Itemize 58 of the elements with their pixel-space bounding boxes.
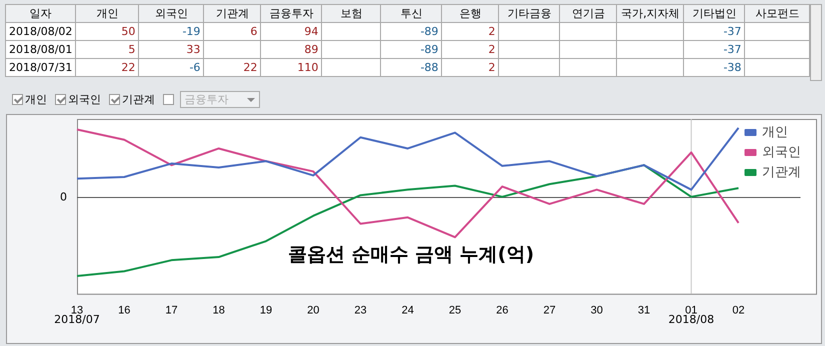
text: 2 (488, 61, 496, 74)
text: 2 (488, 43, 496, 56)
text: -89 (420, 43, 438, 56)
text: 22 (243, 61, 258, 74)
category-label: 개인 (76, 4, 139, 22)
text: 6 (250, 25, 258, 38)
x-tick-label: 25 (448, 304, 462, 316)
text: -89 (420, 25, 438, 38)
text: 2018/07/31 (9, 61, 72, 74)
text: 22 (121, 61, 136, 74)
x-tick-label: 16 (118, 304, 130, 316)
category-label: 사모펀드 (744, 4, 810, 22)
x-tick-label: 24 (402, 304, 414, 316)
x-tick-label: 18 (212, 304, 225, 316)
text: 2018/08/01 (9, 43, 72, 56)
category-label: 기타법인 (684, 4, 745, 22)
text: -88 (420, 61, 438, 74)
category-label: 일자 (6, 4, 76, 22)
category-label: 기관계 (204, 4, 261, 22)
category-label: 기타금융 (498, 4, 560, 22)
category-label: 투신 (380, 4, 442, 22)
category-label: 보험 (322, 4, 381, 22)
category-label: 외국인 (138, 4, 204, 22)
text: 33 (186, 43, 200, 56)
category-label: 연기금 (560, 4, 617, 22)
text: -6 (189, 61, 200, 74)
text: -37 (723, 25, 742, 38)
category-label: 은행 (442, 4, 499, 22)
x-tick-label: 19 (260, 304, 272, 316)
text: 110 (297, 61, 318, 74)
x-tick-label: 17 (165, 304, 178, 316)
x-tick-label: 31 (638, 304, 650, 316)
text: -38 (723, 61, 742, 74)
text: 94 (304, 25, 318, 38)
text: 5 (128, 43, 136, 56)
x-tick-label: 26 (496, 304, 508, 316)
text: 금융투자 (180, 90, 260, 108)
legend-label: 외국인 (762, 144, 801, 160)
text: 콜옵션 순매수 금액 누계(억) (288, 244, 534, 266)
x-tick-label: 27 (543, 304, 556, 316)
category-label: 국가,지자체 (616, 4, 684, 22)
text: 2 (488, 25, 496, 38)
text: -37 (723, 43, 742, 56)
x-tick-label: 02 (732, 304, 745, 316)
legend-label: 개인 (762, 124, 788, 140)
x-tick-label: 20 (307, 304, 320, 316)
text: 50 (121, 25, 136, 38)
category-label: 금융투자 (260, 4, 322, 22)
x-tick-label: 23 (354, 304, 367, 316)
text: 개인 (24, 92, 47, 106)
ref-line-label: 0 (60, 190, 67, 204)
x-tick-label: 30 (590, 304, 603, 316)
text: -19 (182, 25, 200, 38)
text: 기관계 (121, 92, 155, 106)
text: 89 (304, 43, 318, 56)
text: 2018/08/02 (9, 25, 72, 38)
legend-label: 기관계 (762, 164, 801, 180)
text: 외국인 (67, 92, 101, 106)
